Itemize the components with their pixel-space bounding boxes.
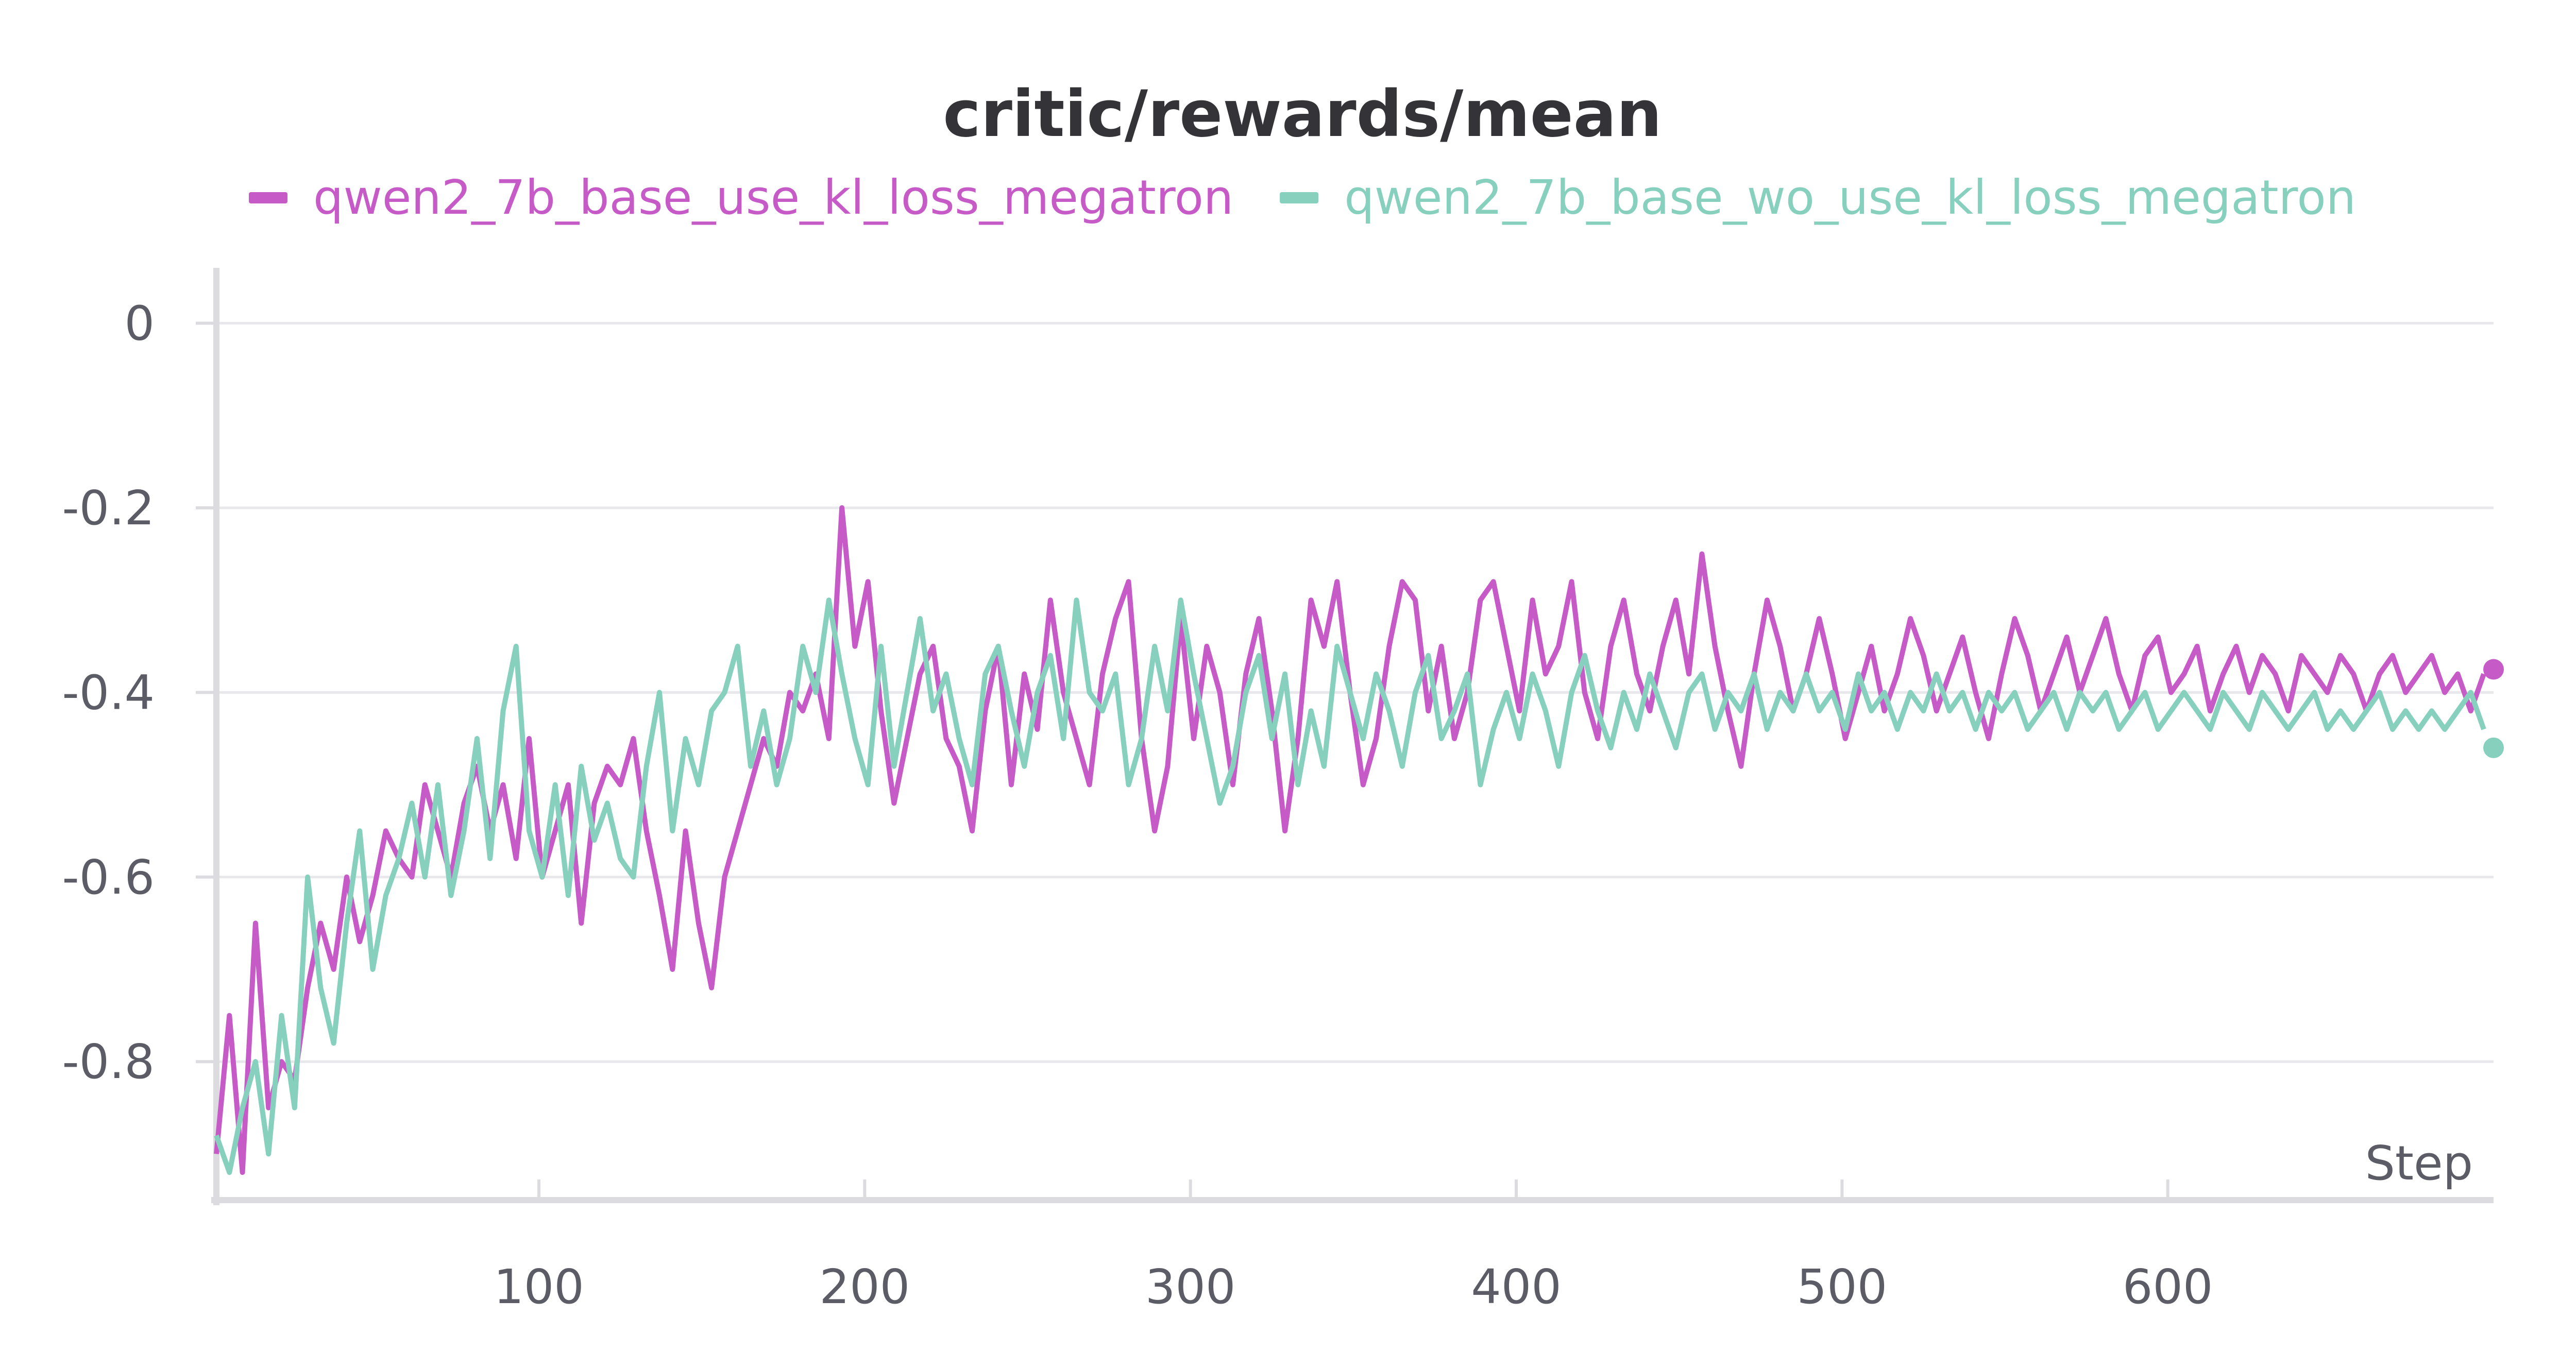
legend: qwen2_7b_base_use_kl_loss_megatron qwen2… <box>0 170 2576 225</box>
y-tick-label: -0.6 <box>62 850 155 905</box>
legend-swatch-series-2 <box>1280 192 1319 203</box>
series-end-marker-1 <box>2483 659 2504 680</box>
series-line-1[interactable] <box>214 505 2486 1175</box>
series-line-2[interactable] <box>214 597 2486 1175</box>
x-tick-label: 300 <box>1145 1259 1236 1314</box>
x-tick-label: 400 <box>1471 1259 1562 1314</box>
x-tick-label: 200 <box>820 1259 910 1314</box>
tick-labels: 0 -0.2 -0.4 -0.6 -0.8 100 200 300 400 500 600 <box>62 296 2213 1314</box>
legend-item-series-1[interactable]: qwen2_7b_base_use_kl_loss_megatron <box>249 170 1233 225</box>
series-end-marker-2 <box>2483 737 2504 758</box>
x-tick-label: 600 <box>2123 1259 2213 1314</box>
y-tick-label: -0.8 <box>62 1034 155 1089</box>
legend-swatch-series-1 <box>249 192 288 203</box>
y-tick-label: 0 <box>124 296 155 351</box>
x-tick-label: 500 <box>1797 1259 1888 1314</box>
axes <box>196 268 2494 1205</box>
y-tick-label: -0.2 <box>62 481 155 536</box>
legend-label-series-1: qwen2_7b_base_use_kl_loss_megatron <box>313 170 1234 225</box>
series-layer <box>214 505 2504 1175</box>
legend-item-series-2[interactable]: qwen2_7b_base_wo_use_kl_loss_megatron <box>1280 170 2356 225</box>
x-tick-label: 100 <box>494 1259 584 1314</box>
y-tick-label: -0.4 <box>62 665 155 720</box>
x-axis-title: Step <box>2365 1136 2473 1191</box>
legend-label-series-2: qwen2_7b_base_wo_use_kl_loss_megatron <box>1344 170 2356 225</box>
gridlines <box>216 322 2494 1063</box>
chart-title: critic/rewards/mean <box>943 77 1662 151</box>
